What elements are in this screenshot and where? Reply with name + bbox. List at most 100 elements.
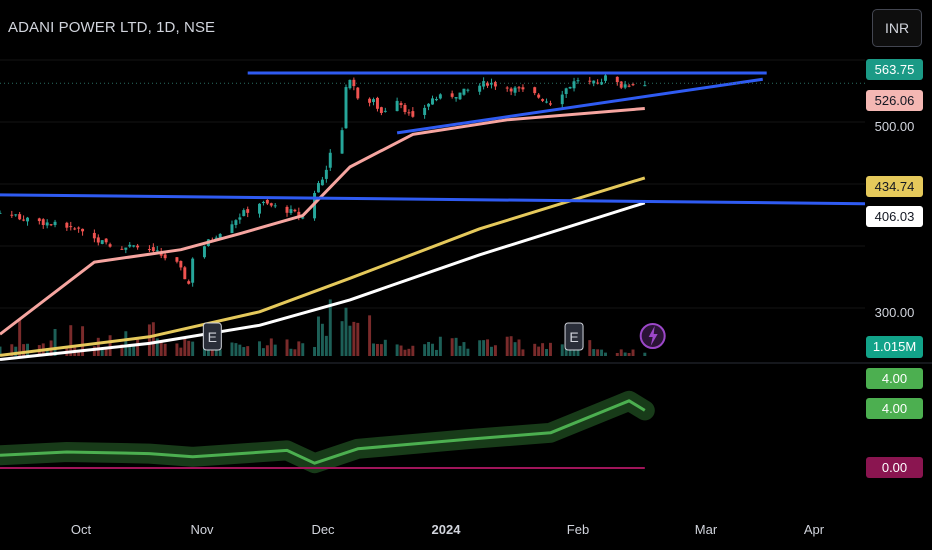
- candle-body: [41, 219, 45, 226]
- currency-button[interactable]: INR: [872, 9, 922, 47]
- volume-bar: [120, 344, 124, 356]
- candle-body: [572, 81, 576, 89]
- candle-body: [269, 203, 273, 206]
- candle-body: [623, 84, 627, 88]
- candle-body: [147, 249, 151, 251]
- volume-bar: [493, 345, 497, 356]
- time-label-mar: Mar: [694, 522, 718, 537]
- volume-bar: [96, 337, 100, 356]
- volume-bar: [265, 345, 269, 356]
- volume-bar: [533, 343, 537, 356]
- volume-bar: [596, 349, 600, 356]
- candle-body: [462, 88, 466, 95]
- volume-bar: [14, 346, 18, 356]
- price-axis-label-500: 500.00: [874, 119, 915, 134]
- volume-bar: [383, 339, 387, 356]
- volume-bar: [77, 349, 81, 356]
- candle-body: [631, 84, 635, 86]
- volume-bar: [179, 347, 183, 356]
- volume-bar: [258, 341, 261, 356]
- volume-bar: [403, 349, 407, 356]
- volume-bar: [344, 307, 348, 356]
- candle-body: [521, 87, 525, 90]
- volume-bar: [434, 349, 438, 356]
- candle-body: [348, 79, 352, 89]
- volume-bar: [375, 343, 379, 356]
- candle-body: [407, 112, 411, 114]
- volume-bar: [509, 336, 513, 356]
- volume-bar: [340, 321, 344, 356]
- ema-line-3: [0, 201, 646, 361]
- candle-body: [175, 257, 179, 262]
- candle-body: [592, 80, 596, 84]
- volume-bar: [368, 315, 372, 356]
- candle-body: [356, 87, 360, 99]
- candle-body: [289, 209, 293, 214]
- volume-bar: [293, 349, 297, 356]
- volume-bar: [541, 343, 545, 356]
- candle-body: [273, 205, 277, 207]
- last-price-tag: 563.75: [866, 59, 923, 80]
- ema-pink-tag: 526.06: [866, 90, 923, 111]
- candle-body: [261, 201, 265, 203]
- candle-body: [619, 81, 623, 88]
- candle-body: [14, 214, 18, 216]
- volume-bar: [517, 339, 521, 356]
- candle-body: [242, 210, 246, 217]
- volume-bar: [356, 322, 360, 356]
- candle-body: [128, 244, 132, 247]
- volume-bar: [81, 326, 85, 356]
- candle-body: [238, 217, 242, 220]
- volume-bar: [521, 349, 525, 356]
- candle-body: [450, 93, 454, 97]
- candle-body: [352, 79, 356, 87]
- volume-tag: 1.015M: [866, 336, 923, 358]
- candle-body: [478, 85, 482, 92]
- candle-body: [0, 212, 2, 214]
- candle-body: [541, 99, 545, 101]
- candle-body: [490, 82, 493, 85]
- time-label-2024: 2024: [431, 522, 461, 537]
- oscillator-zero-tag: 0.00: [866, 457, 923, 478]
- volume-bar: [163, 343, 167, 356]
- volume-bar: [619, 349, 623, 356]
- candle-body: [136, 245, 140, 248]
- candle-body: [576, 80, 580, 82]
- candle-body: [69, 226, 73, 228]
- candle-body: [368, 98, 372, 103]
- candle-body: [604, 75, 607, 81]
- candle-body: [403, 104, 407, 112]
- time-label-feb: Feb: [566, 522, 590, 537]
- candle-body: [108, 244, 112, 247]
- volume-bar: [411, 345, 415, 356]
- volume-bar: [548, 342, 552, 356]
- volume-bar: [490, 346, 493, 356]
- volume-bar: [631, 349, 635, 356]
- volume-bar: [407, 348, 411, 356]
- candle-body: [183, 267, 187, 280]
- candle-body: [218, 234, 222, 238]
- candle-body: [482, 81, 486, 87]
- candle-body: [328, 152, 332, 168]
- volume-bar: [104, 349, 108, 356]
- candle-body: [596, 82, 600, 84]
- volume-bar: [151, 322, 155, 356]
- volume-bar: [301, 343, 305, 356]
- candle-body: [293, 209, 297, 212]
- candle-body: [230, 224, 234, 234]
- candle-body: [81, 228, 85, 232]
- volume-bar: [242, 347, 246, 356]
- volume-bar: [53, 328, 57, 356]
- earnings-2-box: [564, 322, 584, 351]
- volume-bar: [10, 344, 14, 356]
- candle-body: [509, 88, 513, 92]
- candle-body: [214, 237, 218, 239]
- volume-bar: [100, 349, 104, 356]
- candle-body: [155, 250, 159, 252]
- candle-body: [411, 111, 415, 117]
- candle-body: [466, 89, 470, 91]
- volume-bar: [187, 340, 191, 356]
- candle-body: [151, 247, 155, 252]
- volume-bar: [234, 343, 238, 356]
